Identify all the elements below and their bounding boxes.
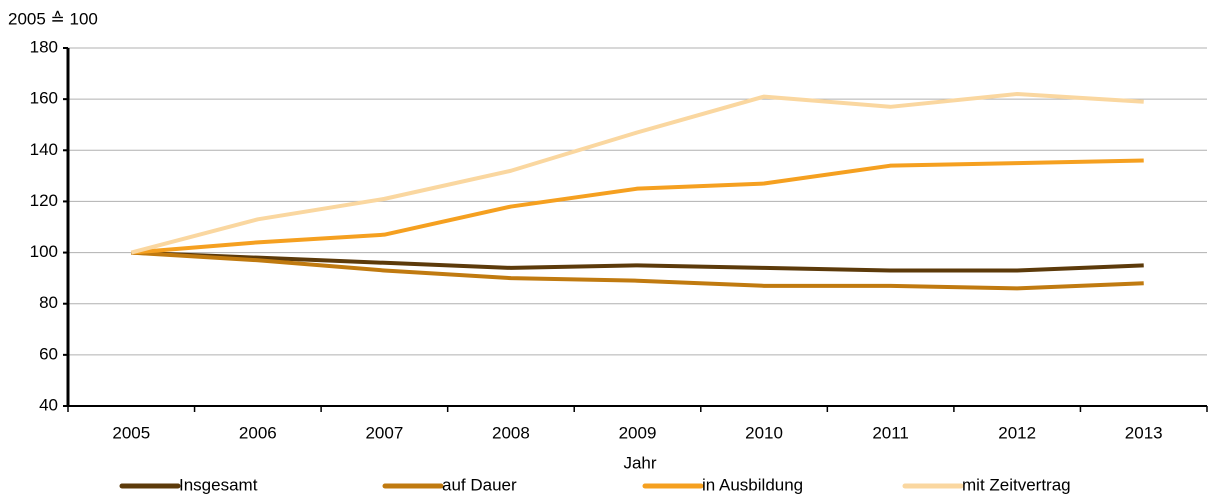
y-tick-label: 40 bbox=[39, 395, 58, 414]
x-tick-label: 2008 bbox=[492, 423, 530, 442]
y-tick-label: 120 bbox=[30, 191, 58, 210]
y-tick-label: 140 bbox=[30, 140, 58, 159]
series-line bbox=[131, 250, 1144, 273]
y-axis-label: 2005 ≙ 100 bbox=[8, 9, 98, 28]
y-tick-label: 60 bbox=[39, 344, 58, 363]
x-tick-label: 2009 bbox=[619, 423, 657, 442]
series-line bbox=[131, 250, 1144, 291]
x-tick-label: 2013 bbox=[1125, 423, 1163, 442]
x-tick-label: 2012 bbox=[998, 423, 1036, 442]
x-axis-label: Jahr bbox=[623, 453, 656, 472]
legend-label: mit Zeitvertrag bbox=[962, 475, 1071, 494]
y-tick-label: 100 bbox=[30, 242, 58, 261]
legend-label: auf Dauer bbox=[442, 475, 517, 494]
x-tick-label: 2006 bbox=[239, 423, 277, 442]
series-line bbox=[130, 92, 1144, 255]
series-line bbox=[131, 158, 1144, 255]
y-tick-label: 80 bbox=[39, 293, 58, 312]
x-tick-label: 2005 bbox=[112, 423, 150, 442]
x-tick-label: 2011 bbox=[872, 423, 909, 442]
x-tick-label: 2007 bbox=[365, 423, 403, 442]
legend-label: in Ausbildung bbox=[702, 475, 803, 494]
x-tick-label: 2010 bbox=[745, 423, 783, 442]
y-tick-label: 180 bbox=[30, 37, 58, 56]
legend-label: Insgesamt bbox=[179, 475, 258, 494]
y-tick-label: 160 bbox=[30, 89, 58, 108]
